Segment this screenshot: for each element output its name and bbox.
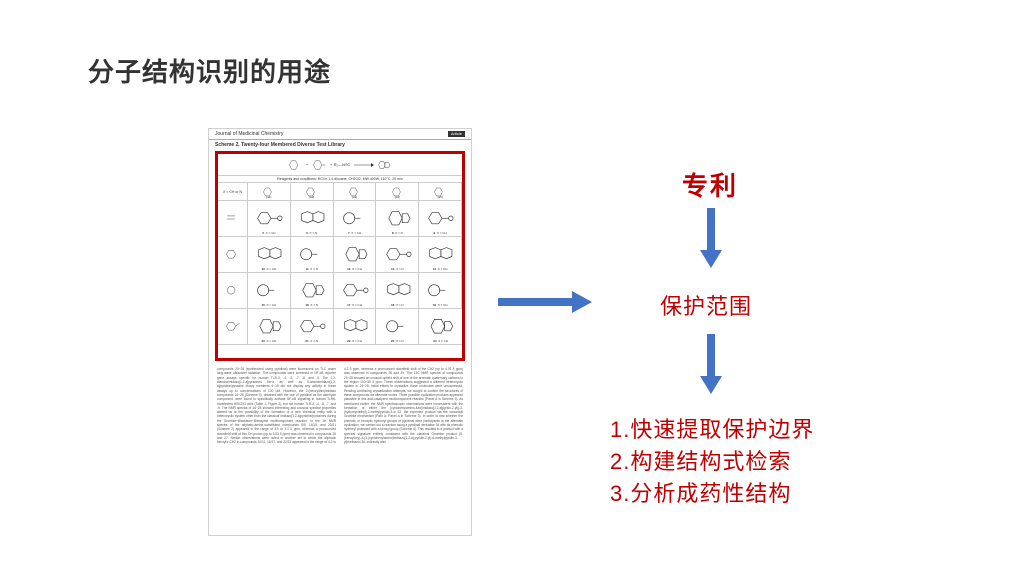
arrow-down-icon (700, 208, 722, 268)
grid-cell: 13. X = N (376, 237, 419, 273)
product-icon (378, 159, 392, 171)
slide-title: 分子结构识别的用途 (88, 52, 331, 89)
paper-journal-header: Journal of Medicinal Chemistry Article (209, 129, 471, 140)
paper-paragraph: compounds 24−28 (synthesized using pyrid… (217, 367, 463, 446)
grid-cell: 10. X = CH (248, 237, 291, 273)
grid-cell: 23. X = N (376, 309, 419, 345)
grid-cell: 21. X = N (291, 309, 334, 345)
journal-name: Journal of Medicinal Chemistry (215, 131, 283, 137)
scheme-title: Scheme 2. Twenty-four Membered Diverse T… (209, 140, 471, 149)
grid-header-cell: [a2] (291, 183, 334, 201)
grid-cell: 22. X = CH (334, 309, 377, 345)
grid-cell: 16. X = N (291, 273, 334, 309)
grid-cell: 24. X = CH (419, 309, 462, 345)
paper-body-text: compounds 24−28 (synthesized using pyrid… (209, 363, 471, 531)
grid-cell: 19. X = CH (419, 273, 462, 309)
paper-figure: Journal of Medicinal Chemistry Article S… (208, 128, 472, 536)
grid-cell: 5. X = CH (248, 201, 291, 237)
grid-cell: 17. X = CH (334, 273, 377, 309)
list-item: 1.快速提取保护边界 (610, 414, 814, 446)
grid-cell: 9. X = CH (419, 201, 462, 237)
compound-grid: X = CH or N[a1][a2][a3][a4][a5] 5. X = CH… (218, 183, 462, 353)
patent-label: 专利 (682, 166, 738, 203)
grid-header-cell: [a4] (376, 183, 419, 201)
reactant-icon (312, 159, 326, 171)
grid-cell: 14. X = CH (419, 237, 462, 273)
reaction-row: + + R₂—N≡C (218, 154, 462, 176)
reactant-icon (288, 159, 302, 171)
grid-header-cell: [a1] (248, 183, 291, 201)
grid-cell: 8. X = N (376, 201, 419, 237)
list-item: 3.分析成药性结构 (610, 478, 814, 510)
grid-cell: 12. X = CH (334, 237, 377, 273)
reaction-conditions: Reagents and conditions: HCl in 1,4-diox… (218, 176, 462, 183)
reaction-arrow-icon (354, 162, 374, 168)
grid-header-cell: [a5] (419, 183, 462, 201)
plus-icon: + R₂—N≡C (330, 162, 350, 167)
grid-cell (218, 237, 248, 273)
scheme-highlight-box: + + R₂—N≡C Reagents and conditions: HCl … (215, 151, 465, 361)
grid-header-cell: [a3] (334, 183, 377, 201)
benefits-list: 1.快速提取保护边界 2.构建结构式检索 3.分析成药性结构 (610, 414, 814, 510)
grid-header-cell: X = CH or N (218, 183, 248, 201)
grid-cell (218, 309, 248, 345)
grid-cell: 7. X = CH (334, 201, 377, 237)
arrow-down-icon (700, 334, 722, 394)
grid-cell: 20. X = CH (248, 309, 291, 345)
journal-badge: Article (448, 131, 465, 137)
list-item: 2.构建结构式检索 (610, 446, 814, 478)
grid-cell: 15. X = CH (248, 273, 291, 309)
grid-cell (218, 273, 248, 309)
plus-icon: + (306, 162, 308, 167)
scope-label: 保护范围 (660, 289, 752, 321)
grid-cell: 18. X = N (376, 273, 419, 309)
grid-cell (218, 201, 248, 237)
arrow-right-icon (498, 291, 592, 313)
grid-cell: 11. X = N (291, 237, 334, 273)
grid-cell: 6. X = N (291, 201, 334, 237)
